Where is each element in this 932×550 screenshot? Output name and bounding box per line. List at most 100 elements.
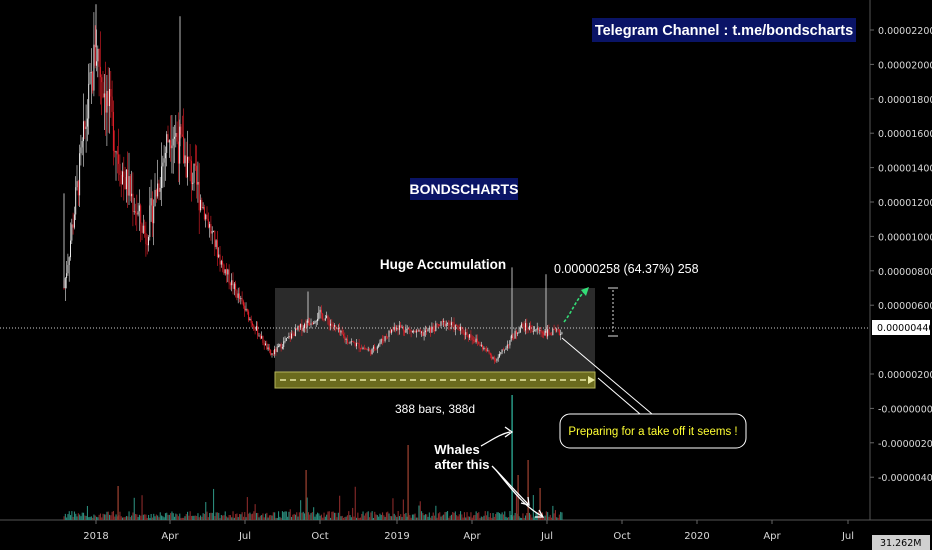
candle-body	[245, 308, 247, 311]
volume-bar	[530, 514, 532, 520]
volume-bar	[142, 514, 144, 520]
volume-bar	[367, 511, 369, 520]
candle-body	[279, 344, 281, 347]
volume-bar	[67, 514, 69, 520]
volume-bar	[444, 512, 446, 520]
candle-body	[540, 330, 542, 333]
volume-bar	[304, 513, 306, 520]
volume-bar	[145, 514, 147, 520]
breakout-arrow-icon	[563, 287, 589, 323]
candle-body	[514, 331, 516, 339]
candle-body	[254, 329, 256, 331]
volume-bar	[261, 515, 263, 520]
volume-bar	[366, 512, 368, 520]
candle-body	[236, 290, 238, 298]
volume-bar	[440, 516, 442, 520]
volume-spike	[539, 488, 541, 520]
candle-body	[502, 349, 504, 351]
candle-body	[150, 198, 152, 206]
volume-bar	[443, 514, 445, 520]
candle-body	[345, 339, 347, 340]
volume-bar	[357, 512, 359, 520]
candle-body	[545, 331, 547, 337]
candle-body	[443, 321, 445, 322]
candle-body	[219, 254, 221, 265]
candle-body	[519, 327, 521, 333]
volume-bar	[544, 515, 546, 520]
volume-bar	[232, 511, 234, 520]
time-tick-label: 2020	[684, 531, 709, 542]
brand-label-box	[410, 178, 518, 200]
candle-body	[81, 141, 83, 148]
candle-body	[278, 346, 279, 348]
volume-bar	[194, 515, 196, 520]
volume-bar	[216, 512, 218, 520]
candle-body	[491, 355, 493, 359]
candle-body	[248, 311, 250, 321]
candle-body	[527, 328, 529, 330]
volume-bar	[98, 514, 100, 520]
candle-body	[213, 230, 214, 232]
volume-bar	[293, 513, 295, 520]
volume-bar	[397, 511, 399, 520]
candle-body	[226, 269, 227, 275]
volume-bar	[167, 514, 169, 520]
measure-tool[interactable]	[608, 287, 618, 337]
volume-bar	[190, 515, 192, 520]
candle-body	[518, 332, 520, 334]
volume-bar	[493, 516, 495, 520]
volume-bar	[170, 513, 172, 520]
candle-body	[163, 158, 165, 163]
volume-bar	[110, 515, 112, 520]
candle-body	[285, 337, 287, 341]
candle-body	[396, 328, 398, 330]
volume-bar	[395, 515, 397, 520]
volume-bar	[171, 511, 173, 520]
volume-bar	[114, 516, 116, 520]
takeoff-callout[interactable]: Preparing for a take off it seems !	[559, 337, 747, 449]
candle-body	[358, 343, 360, 349]
candle-body	[409, 329, 411, 330]
volume-bar	[116, 516, 118, 520]
candle-body	[343, 334, 344, 337]
volume-bar	[522, 513, 524, 520]
volume-bar	[361, 513, 363, 520]
volume-bar	[185, 514, 187, 520]
candle-body	[90, 72, 92, 74]
volume-bar	[144, 514, 146, 520]
volume-bar	[501, 512, 503, 520]
price-axis[interactable]: 0.00002200 0.00002000 0.00001800 0.00001600…	[870, 26, 932, 484]
price-tick-label: 0.00000200	[878, 370, 932, 381]
candle-body	[315, 321, 317, 322]
telegram-banner[interactable]	[592, 18, 856, 42]
volume-bar	[525, 515, 527, 520]
candle-body	[544, 331, 546, 336]
volume-bar	[467, 516, 469, 520]
volume-bar	[172, 513, 174, 520]
volume-bar	[500, 514, 502, 520]
candle-body	[452, 322, 454, 324]
volume-bar	[179, 513, 181, 520]
time-axis[interactable]: 2018 Apr Jul Oct 2019 Apr Jul Oct 2020 Apr Jul	[83, 520, 854, 542]
candle-body	[170, 140, 172, 149]
volume-bar	[484, 511, 486, 520]
candle-body	[229, 283, 231, 286]
volume-bar	[354, 486, 356, 520]
volume-bar	[177, 516, 179, 520]
candle-body	[257, 326, 259, 336]
volume-bar	[427, 516, 429, 520]
volume-bar	[215, 512, 217, 520]
candle-body	[294, 328, 296, 336]
volume-bar	[207, 517, 209, 520]
price-tick-label: 0.00001800	[878, 95, 932, 106]
volume-bar	[551, 517, 553, 520]
candle-body	[379, 342, 381, 345]
volume-bar	[417, 517, 419, 520]
candle-body	[522, 323, 524, 326]
volume-bar	[227, 517, 229, 520]
candle-body	[301, 324, 303, 331]
current-price-label: 0.00000440	[877, 323, 932, 334]
volume-bar	[71, 511, 73, 520]
volume-bar	[257, 512, 259, 520]
